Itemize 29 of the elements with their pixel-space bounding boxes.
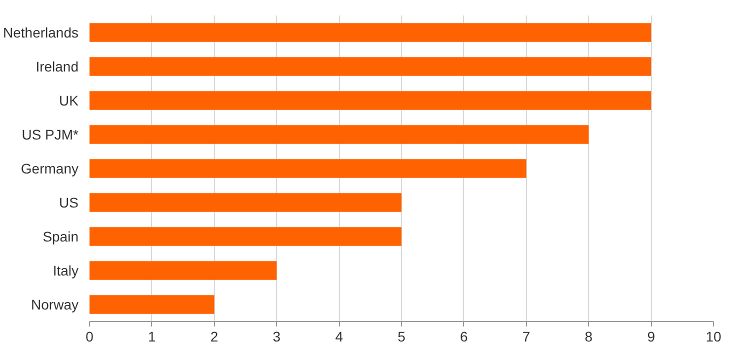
x-tick-label: 1 (148, 328, 156, 344)
y-tick-label: Norway (31, 296, 79, 312)
y-tick-label: Ireland (36, 58, 79, 74)
bar (90, 125, 589, 144)
y-tick-label: Spain (42, 228, 79, 244)
x-tick-label: 6 (460, 328, 468, 344)
x-tick-label: 0 (86, 328, 94, 344)
bar (90, 23, 652, 42)
bar (90, 91, 652, 110)
bar (90, 227, 402, 246)
bar (90, 57, 652, 76)
bar (90, 159, 526, 178)
x-tick-label: 9 (647, 328, 656, 344)
x-tick-label: 2 (210, 328, 218, 344)
x-tick-label: 5 (398, 328, 406, 344)
bar (90, 193, 402, 212)
x-tick-label: 3 (272, 328, 281, 344)
x-tick-label: 10 (706, 328, 722, 344)
y-tick-label: Germany (20, 160, 79, 176)
y-tick-label: Italy (52, 262, 79, 278)
x-tick-label: 4 (335, 328, 344, 344)
x-tick-label: 7 (522, 328, 530, 344)
x-tick-label: 8 (584, 328, 593, 344)
bar (90, 261, 277, 280)
y-tick-label: US PJM* (22, 126, 80, 142)
y-tick-label: US (59, 194, 79, 210)
bar (90, 295, 214, 314)
y-tick-label: UK (59, 92, 80, 108)
y-tick-label: Netherlands (3, 24, 79, 40)
